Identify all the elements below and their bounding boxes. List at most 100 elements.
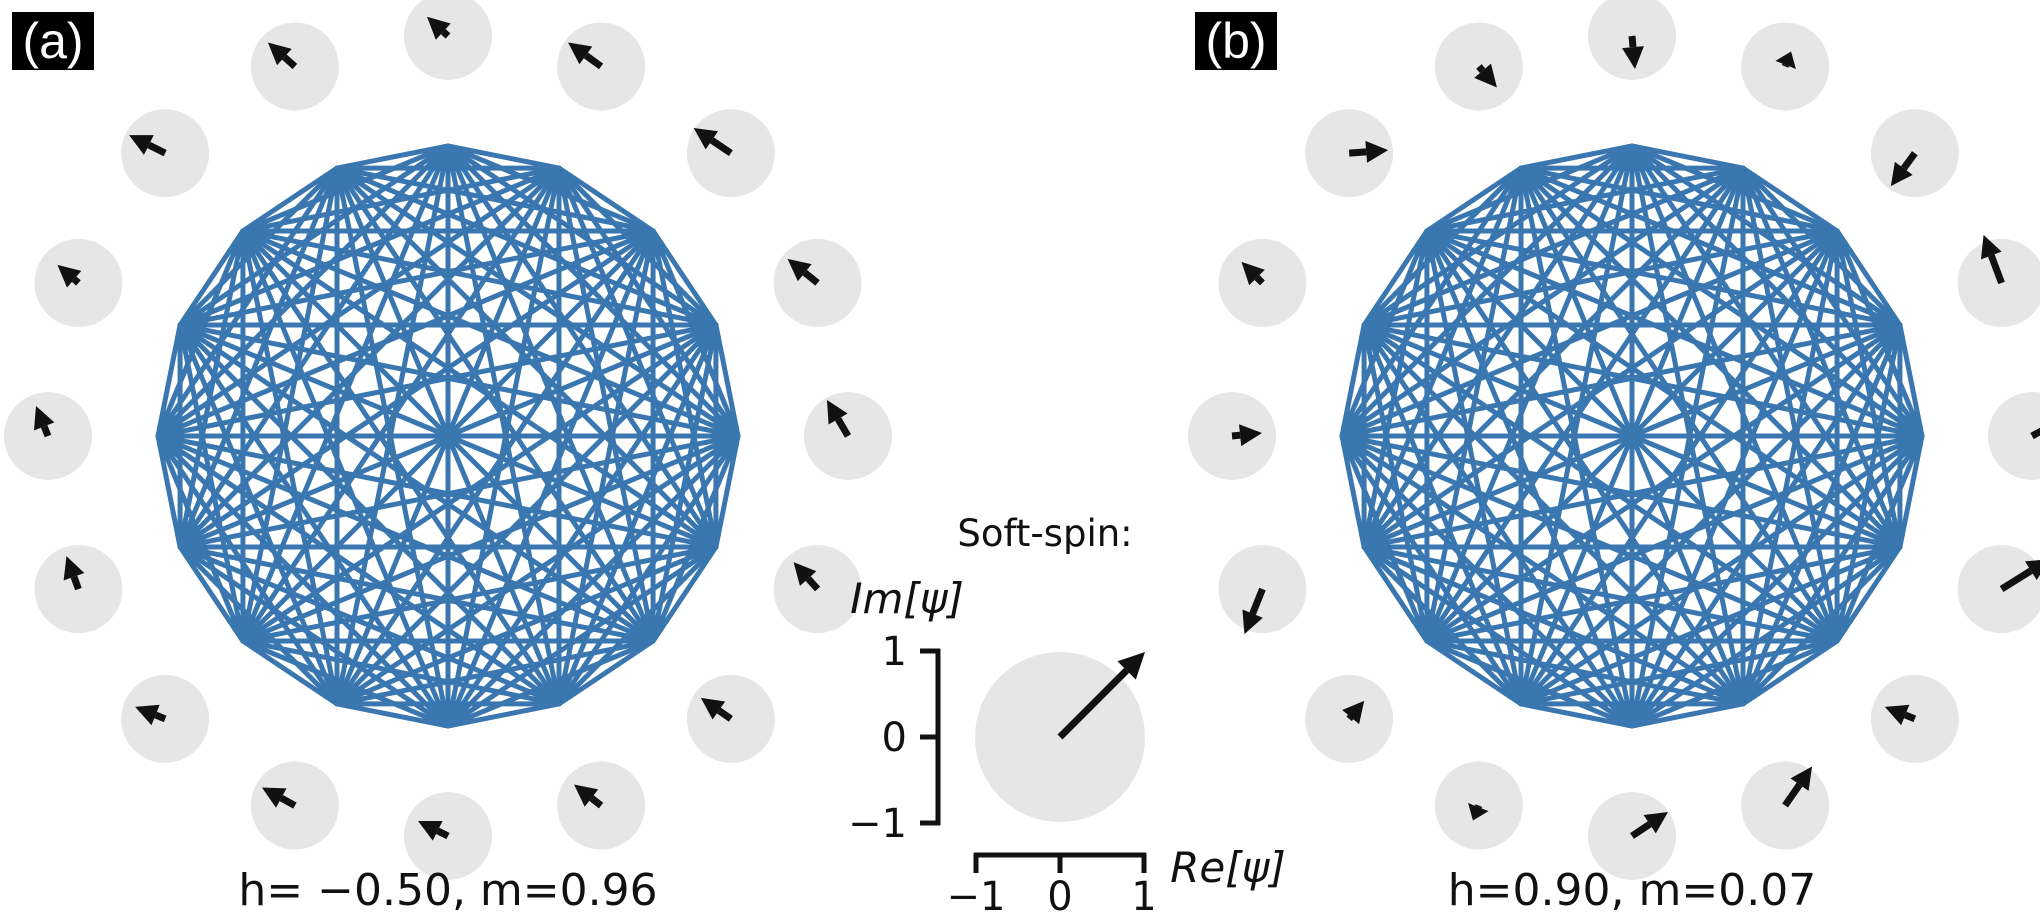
spin-arrow (57, 264, 82, 288)
graph-edge (1518, 165, 1746, 707)
soft-spin-site (1741, 22, 1830, 111)
arrow-head (1622, 46, 1644, 69)
graph-edge (334, 165, 741, 439)
graph-edge (650, 228, 719, 550)
graph-edge (445, 143, 719, 328)
arrow-shaft (1475, 804, 1483, 809)
arrow-shaft (1249, 587, 1266, 615)
soft-spin-site (1434, 22, 1523, 111)
spin-disk (1988, 392, 2040, 480)
graph-edge (556, 165, 656, 234)
arrow-head (129, 135, 154, 155)
spin-arrow (1242, 587, 1266, 635)
arrow-head (1980, 234, 2002, 260)
soft-spin-site (1305, 674, 1394, 763)
graph-edge (1424, 228, 1524, 707)
graph-edge (1629, 143, 1903, 328)
spin-arrow (2030, 427, 2040, 440)
arrow-shaft (1254, 275, 1265, 286)
graph-edge (1740, 638, 1840, 707)
soft-spin-site (686, 109, 775, 198)
graph-edge (177, 165, 340, 550)
soft-spin-site (1741, 761, 1830, 850)
arrow-head (267, 42, 292, 66)
graph-edge (1361, 322, 1430, 644)
spin-arrow (427, 16, 451, 40)
arrow-head (568, 42, 593, 65)
graph-edge (1518, 165, 1635, 729)
graph-edge (1740, 433, 1925, 707)
soft-spin-site (1588, 792, 1676, 880)
graph-edge (1424, 638, 1746, 707)
arrow-shaft (1476, 64, 1486, 74)
graph-edge (240, 165, 340, 234)
soft-spin-site (34, 238, 123, 327)
graph-edge (1361, 322, 1635, 729)
soft-spin-site (250, 761, 339, 850)
graph-edge (177, 433, 741, 550)
spin-arrow (1241, 261, 1265, 286)
graph-edge (240, 228, 340, 707)
spin-disk (1957, 545, 2040, 634)
graph-edge (1740, 165, 1925, 439)
panel-b-spins (1188, 0, 2040, 880)
graph-edge (1361, 433, 1925, 550)
arrow-head (1890, 161, 1913, 187)
arrow-shaft (1057, 667, 1130, 740)
legend-x-tick-label: −1 (947, 874, 1006, 918)
graph-edge (1834, 544, 1903, 644)
arrow-head (693, 127, 719, 150)
soft-spin-site (773, 238, 862, 327)
arrow-shaft (1630, 821, 1652, 839)
arrow-head (1342, 700, 1365, 725)
graph-edge (240, 322, 719, 644)
spin-arrow (1782, 766, 1813, 808)
soft-spin-site (557, 22, 646, 111)
graph-edge (1518, 165, 1840, 234)
graph-edge (1339, 228, 1430, 439)
graph-edge (1518, 165, 1903, 550)
graph-edge (445, 143, 562, 171)
panel-a-label: (a) (22, 13, 83, 69)
graph-edge (177, 322, 451, 729)
soft-spin-site (1218, 238, 1307, 327)
graph-edge (334, 228, 656, 707)
arrow-shaft (440, 29, 451, 39)
graph-edge (155, 165, 340, 439)
graph-edge (240, 165, 562, 234)
graph-edge (650, 228, 719, 328)
graph-edge (155, 228, 246, 439)
soft-spin-site (1588, 0, 1676, 80)
graph-edge (155, 433, 562, 707)
graph-edge (1339, 433, 1430, 644)
soft-spin-site (1305, 109, 1394, 198)
graph-edge (1424, 165, 1746, 234)
spin-arrow (1468, 802, 1489, 821)
legend-x-tick-label: 0 (1047, 874, 1072, 918)
graph-edge (556, 638, 656, 707)
panel-b-label-bg (1195, 12, 1277, 70)
graph-edge (445, 143, 562, 707)
spin-arrow (827, 400, 852, 438)
arrow-head (418, 821, 443, 841)
graph-edge (334, 638, 656, 707)
legend-y-label: Im[ψ] (850, 574, 964, 623)
graph-edge (240, 638, 451, 729)
arrow-shaft (583, 52, 604, 70)
graph-edge (1897, 433, 1925, 550)
graph-edge (1424, 165, 1746, 644)
graph-edge (1424, 638, 1635, 729)
arrow-head (793, 562, 817, 586)
graph-edge (334, 165, 451, 729)
arrow-shaft (1987, 254, 2005, 285)
arrow-shaft (1231, 431, 1241, 440)
spin-arrow (418, 821, 450, 841)
graph-edge (334, 165, 656, 234)
graph-edge (177, 322, 741, 439)
graph-edge (1361, 143, 1635, 328)
spin-arrow (129, 135, 167, 157)
graph-edge (177, 544, 340, 707)
graph-edge (334, 143, 451, 171)
graph-edge (155, 433, 183, 550)
